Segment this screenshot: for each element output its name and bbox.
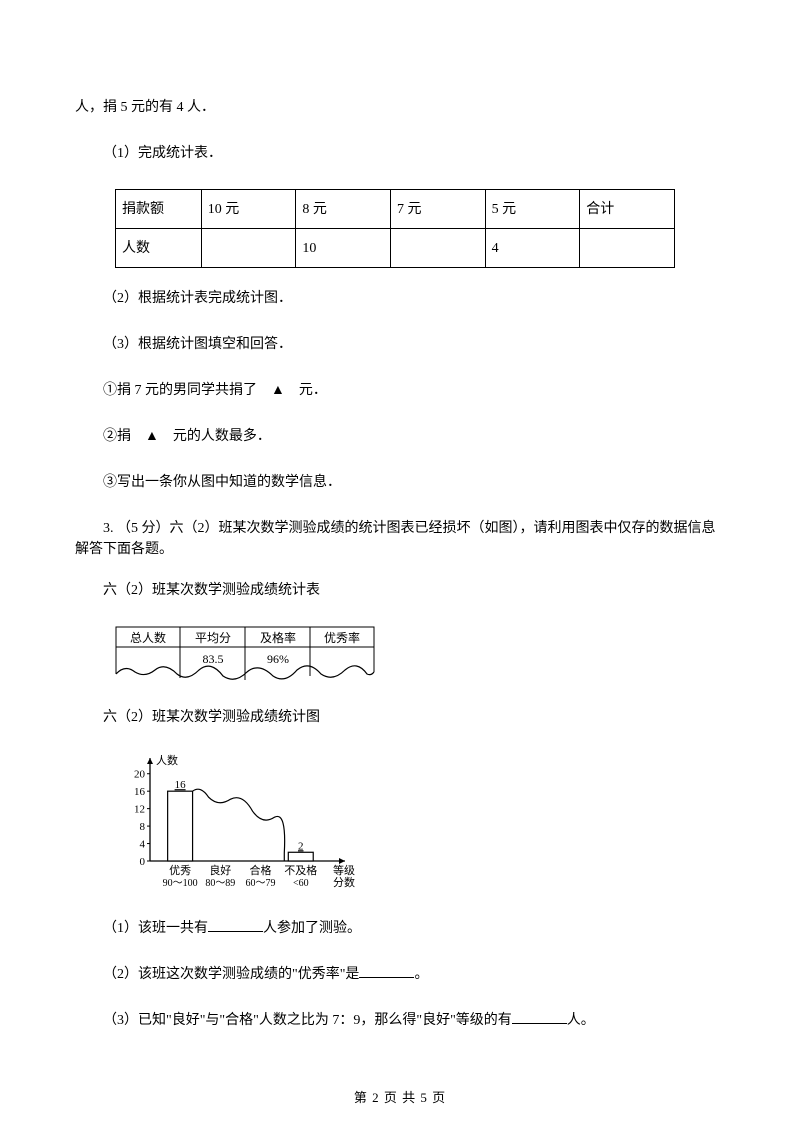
torn-col-0: 总人数 [130, 630, 166, 645]
blank-marker: ▲ [271, 383, 285, 398]
text: 人。 [567, 1013, 595, 1028]
svg-text:不及格: 不及格 [284, 863, 317, 877]
cell-value: 4 [485, 229, 580, 268]
blank-input[interactable] [208, 931, 263, 932]
q3-table-title: 六（2）班某次数学测验成绩统计表 [75, 580, 725, 601]
torn-val-1: 83.5 [203, 652, 224, 666]
text: 人参加了测验。 [263, 921, 361, 936]
svg-text:<60: <60 [293, 878, 309, 889]
q1-sub3: ③写出一条你从图中知道的数学信息． [75, 472, 725, 493]
q3-p3: （3）已知"良好"与"合格"人数之比为 7：9，那么得"良好"等级的有 人。 [75, 1010, 725, 1031]
donation-table: 捐款额 10 元 8 元 7 元 5 元 合计 人数 10 4 [115, 189, 675, 268]
text: 元的人数最多． [159, 429, 271, 444]
q3-chart-title: 六（2）班某次数学测验成绩统计图 [75, 707, 725, 728]
svg-text:合格: 合格 [250, 863, 272, 877]
torn-col-2: 及格率 [260, 630, 296, 645]
text: ①捐 7 元的男同学共捐了 [103, 383, 271, 398]
blank-marker: ▲ [145, 429, 159, 444]
q3-lead: 3. （5 分）六（2）班某次数学测验成绩的统计图表已经损坏（如图），请利用图表… [75, 518, 725, 560]
spacer [75, 564, 725, 580]
torn-table-wrap: 总人数 平均分 及格率 优秀率 83.5 96% [115, 626, 725, 682]
q1-sub1: ①捐 7 元的男同学共捐了 ▲ 元． [75, 380, 725, 401]
q3-p2: （2）该班这次数学测验成绩的"优秀率"是 。 [75, 964, 725, 985]
svg-text:优秀: 优秀 [169, 864, 191, 877]
svg-text:人数: 人数 [156, 754, 178, 767]
q1-3: （3）根据统计图填空和回答． [75, 334, 725, 355]
cell-value: 10 [296, 229, 391, 268]
donation-table-wrap: 捐款额 10 元 8 元 7 元 5 元 合计 人数 10 4 [115, 189, 725, 268]
torn-col-3: 优秀率 [324, 630, 360, 645]
cell-value [201, 229, 296, 268]
svg-text:16: 16 [134, 786, 146, 798]
text: （3）已知"良好"与"合格"人数之比为 7：9，那么得"良好"等级的有 [103, 1013, 512, 1028]
cell-value [580, 229, 675, 268]
svg-text:60～79: 60～79 [246, 878, 276, 889]
svg-text:80～89: 80～89 [205, 878, 235, 889]
svg-text:16: 16 [175, 779, 187, 791]
svg-text:8: 8 [140, 821, 146, 833]
q3-p1: （1）该班一共有 人参加了测验。 [75, 918, 725, 939]
blank-input[interactable] [512, 1023, 567, 1024]
text: （1）该班一共有 [103, 921, 208, 936]
torn-stats-table: 总人数 平均分 及格率 优秀率 83.5 96% [115, 626, 375, 682]
cell-header: 10 元 [201, 190, 296, 229]
page-footer: 第 2 页 共 5 页 [0, 1088, 800, 1108]
q1-sub2: ②捐 ▲ 元的人数最多． [75, 426, 725, 447]
blank-input[interactable] [359, 977, 414, 978]
page-root: 人，捐 5 元的有 4 人． （1）完成统计表． 捐款额 10 元 8 元 7 … [0, 0, 800, 1132]
score-bar-chart: 0 4 8 12 16 20 人数等级分数 优秀90～100 16 良好80～89 合格60～79 不… [115, 753, 355, 893]
q1-2: （2）根据统计表完成统计图． [75, 288, 725, 309]
text: 。 [414, 967, 428, 982]
svg-text:90～100: 90～100 [163, 878, 198, 889]
intro-line: 人，捐 5 元的有 4 人． [75, 97, 725, 118]
chart-wrap: 0 4 8 12 16 20 人数等级分数 优秀90～100 16 良好80～89 合格60～79 不… [115, 753, 725, 893]
text: （2）该班这次数学测验成绩的"优秀率"是 [103, 967, 359, 982]
svg-text:20: 20 [134, 769, 146, 781]
cell-value [391, 229, 486, 268]
table-row: 捐款额 10 元 8 元 7 元 5 元 合计 [116, 190, 675, 229]
cell-header: 合计 [580, 190, 675, 229]
cell-header: 5 元 [485, 190, 580, 229]
cell-header: 8 元 [296, 190, 391, 229]
torn-col-1: 平均分 [195, 631, 231, 645]
text: ②捐 [103, 429, 145, 444]
table-row: 人数 10 4 [116, 229, 675, 268]
q1-1: （1）完成统计表． [75, 143, 725, 164]
svg-text:12: 12 [134, 804, 145, 816]
svg-text:良好: 良好 [209, 863, 231, 877]
svg-text:0: 0 [140, 856, 146, 868]
torn-val-2: 96% [267, 652, 289, 666]
cell-label: 人数 [116, 229, 202, 268]
svg-text:2: 2 [298, 840, 304, 852]
cell-header: 7 元 [391, 190, 486, 229]
text: 元． [285, 383, 327, 398]
svg-text:分数: 分数 [333, 876, 355, 889]
svg-text:4: 4 [140, 839, 146, 851]
cell-header: 捐款额 [116, 190, 202, 229]
svg-text:等级: 等级 [333, 863, 355, 877]
